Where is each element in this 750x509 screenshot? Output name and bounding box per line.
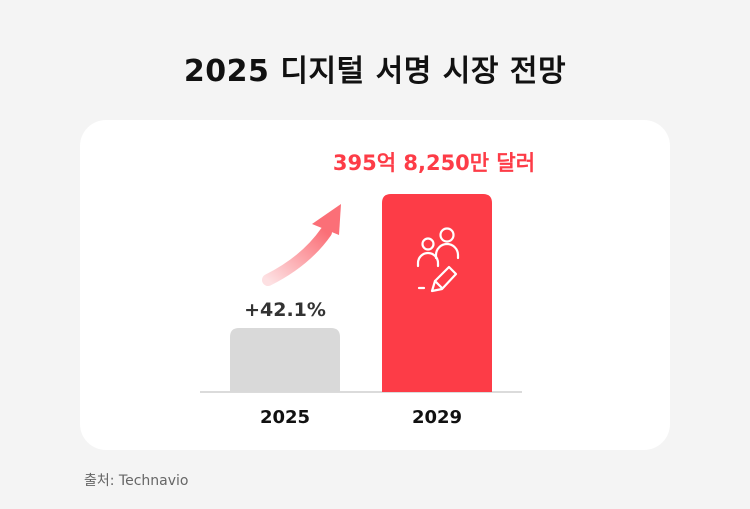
page-title: 2025 디지털 서명 시장 전망 (183, 54, 567, 89)
bar-2025 (230, 328, 340, 392)
source-note: 출처: Technavio (84, 473, 189, 489)
x-tick-label-2029: 2029 (412, 407, 462, 428)
x-tick-label-2025: 2025 (260, 407, 310, 428)
value-label-2029: 395억 8,250만 달러 (333, 151, 535, 175)
chart-card (80, 120, 670, 450)
digital-signature-icon (416, 227, 460, 293)
growth-arrow-icon (262, 204, 341, 286)
bar-2029 (382, 194, 492, 392)
value-label-2025: +42.1% (244, 299, 326, 321)
